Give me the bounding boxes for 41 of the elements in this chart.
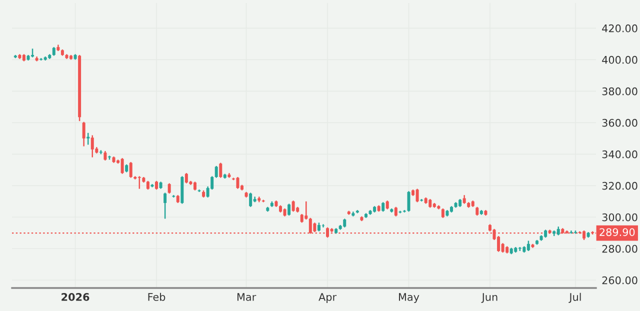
candlestick: [382, 202, 385, 212]
y-tick-label: 340.00: [602, 150, 638, 158]
y-tick-label: 380.00: [602, 87, 638, 96]
y-tick-label: 420.00: [602, 24, 638, 32]
candlestick: [104, 150, 107, 162]
x-tick-label: Jul: [568, 292, 581, 303]
y-tick-label: 360.00: [602, 118, 638, 127]
y-tick-label: 260.00: [602, 276, 638, 284]
candlestick: [441, 208, 444, 219]
candlestick: [219, 162, 222, 178]
x-tick-label: 2026: [62, 293, 90, 301]
candlestick: [288, 203, 291, 216]
candlestick: [129, 161, 132, 178]
y-tick-label: 280.00: [602, 244, 638, 253]
ref-line-label: 289.90: [600, 228, 635, 236]
candlestick: [138, 176, 141, 190]
candlestick: [184, 172, 188, 184]
candlestick: [292, 200, 295, 212]
candlestick: [86, 132, 90, 146]
candlestick: [249, 192, 252, 208]
x-tick-label: May: [399, 293, 420, 303]
candlestick: [164, 192, 167, 220]
candlestick: [416, 188, 419, 203]
y-tick-label: 400.00: [602, 56, 638, 64]
candlestick: [236, 176, 240, 190]
x-tick-label: Mar: [237, 293, 256, 301]
x-tick-label: Feb: [148, 292, 166, 301]
candlestick: [322, 224, 325, 228]
candlestick: [90, 134, 94, 158]
y-tick-label: 320.00: [602, 182, 638, 190]
x-tick-label: Jun: [481, 293, 498, 303]
candlestick: [526, 240, 530, 252]
candlestick: [304, 200, 308, 220]
candlestick: [168, 182, 171, 194]
candlestick: [120, 157, 124, 174]
candlestick: [214, 165, 218, 178]
x-tick-label: Apr: [318, 293, 337, 303]
candlestick: [407, 190, 410, 212]
candlestick: [82, 121, 86, 147]
candlestick: [394, 206, 398, 217]
y-tick-label: 300.00: [602, 213, 638, 222]
